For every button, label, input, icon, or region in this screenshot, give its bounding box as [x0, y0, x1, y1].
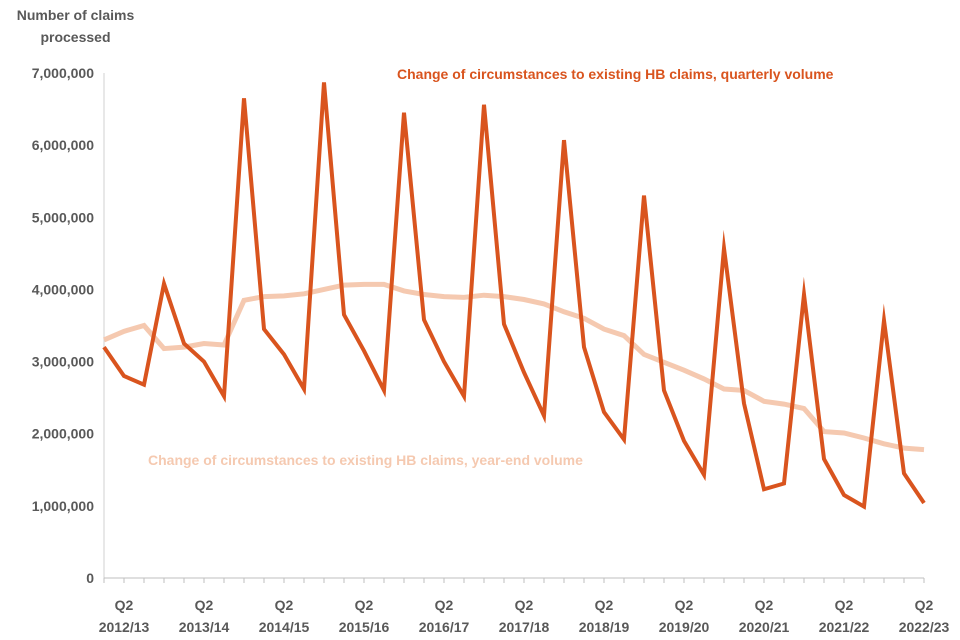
y-tick-label: 4,000,000 [32, 281, 94, 297]
x-tick-quarter: Q2 [515, 597, 534, 613]
x-tick-label: Q2 2022/23 [899, 597, 950, 635]
x-tick-quarter: Q2 [915, 597, 934, 613]
x-tick-label: Q2 2020/21 [739, 597, 790, 635]
y-tick-label: 6,000,000 [32, 137, 94, 153]
x-tick-year: 2014/15 [259, 619, 310, 635]
x-tick-label: Q2 2016/17 [419, 597, 470, 635]
x-tick-label: Q2 2015/16 [339, 597, 390, 635]
x-tick-label: Q2 2018/19 [579, 597, 630, 635]
x-tick-year: 2019/20 [659, 619, 710, 635]
x-tick-year: 2022/23 [899, 619, 950, 635]
series-lines [102, 82, 926, 510]
series-line-year-end [103, 281, 925, 453]
x-tick-label: Q2 2017/18 [499, 597, 550, 635]
x-tick-quarter: Q2 [595, 597, 614, 613]
x-tick-year: 2018/19 [579, 619, 630, 635]
series-line-quarterly [102, 82, 926, 510]
y-tick-label: 2,000,000 [32, 426, 94, 442]
x-tick-quarter: Q2 [435, 597, 454, 613]
y-axis-title: Number of claims processed [8, 4, 143, 48]
x-tick-year: 2012/13 [99, 619, 150, 635]
x-tick-label: Q2 2014/15 [259, 597, 310, 635]
y-axis-title-line-1: Number of claims [16, 7, 135, 23]
y-tick-labels: 0 1,000,000 2,000,000 3,000,000 4,000,000 5,0… [32, 65, 95, 586]
x-tick-label: Q2 2012/13 [99, 597, 150, 635]
x-tick-year: 2016/17 [419, 619, 470, 635]
x-tick-year: 2015/16 [339, 619, 390, 635]
x-tick-quarter: Q2 [675, 597, 694, 613]
axes [103, 73, 925, 583]
series-label-year-end: Change of circumstances to existing HB c… [148, 452, 583, 468]
y-tick-label: 3,000,000 [32, 354, 94, 370]
x-tick-label: Q2 2021/22 [819, 597, 870, 635]
x-tick-year: 2017/18 [499, 619, 550, 635]
x-tick-quarter: Q2 [355, 597, 374, 613]
x-tick-quarter: Q2 [275, 597, 294, 613]
x-tick-labels: Q2 2012/13 Q2 2013/14 Q2 2014/15 Q2 2015/16 Q2 20… [99, 597, 950, 635]
x-tick-year: 2021/22 [819, 619, 870, 635]
y-tick-label: 7,000,000 [32, 65, 94, 81]
y-tick-label: 1,000,000 [32, 498, 94, 514]
x-tick-label: Q2 2019/20 [659, 597, 710, 635]
x-tick-quarter: Q2 [115, 597, 134, 613]
y-axis-title-line-2: processed [40, 29, 111, 45]
x-tick-label: Q2 2013/14 [179, 597, 230, 635]
y-tick-label: 0 [86, 570, 94, 586]
series-label-quarterly: Change of circumstances to existing HB c… [397, 66, 834, 82]
x-tick-quarter: Q2 [755, 597, 774, 613]
x-tick-quarter: Q2 [835, 597, 854, 613]
x-tick-year: 2013/14 [179, 619, 230, 635]
y-tick-label: 5,000,000 [32, 209, 94, 225]
x-tick-year: 2020/21 [739, 619, 790, 635]
x-tick-quarter: Q2 [195, 597, 214, 613]
